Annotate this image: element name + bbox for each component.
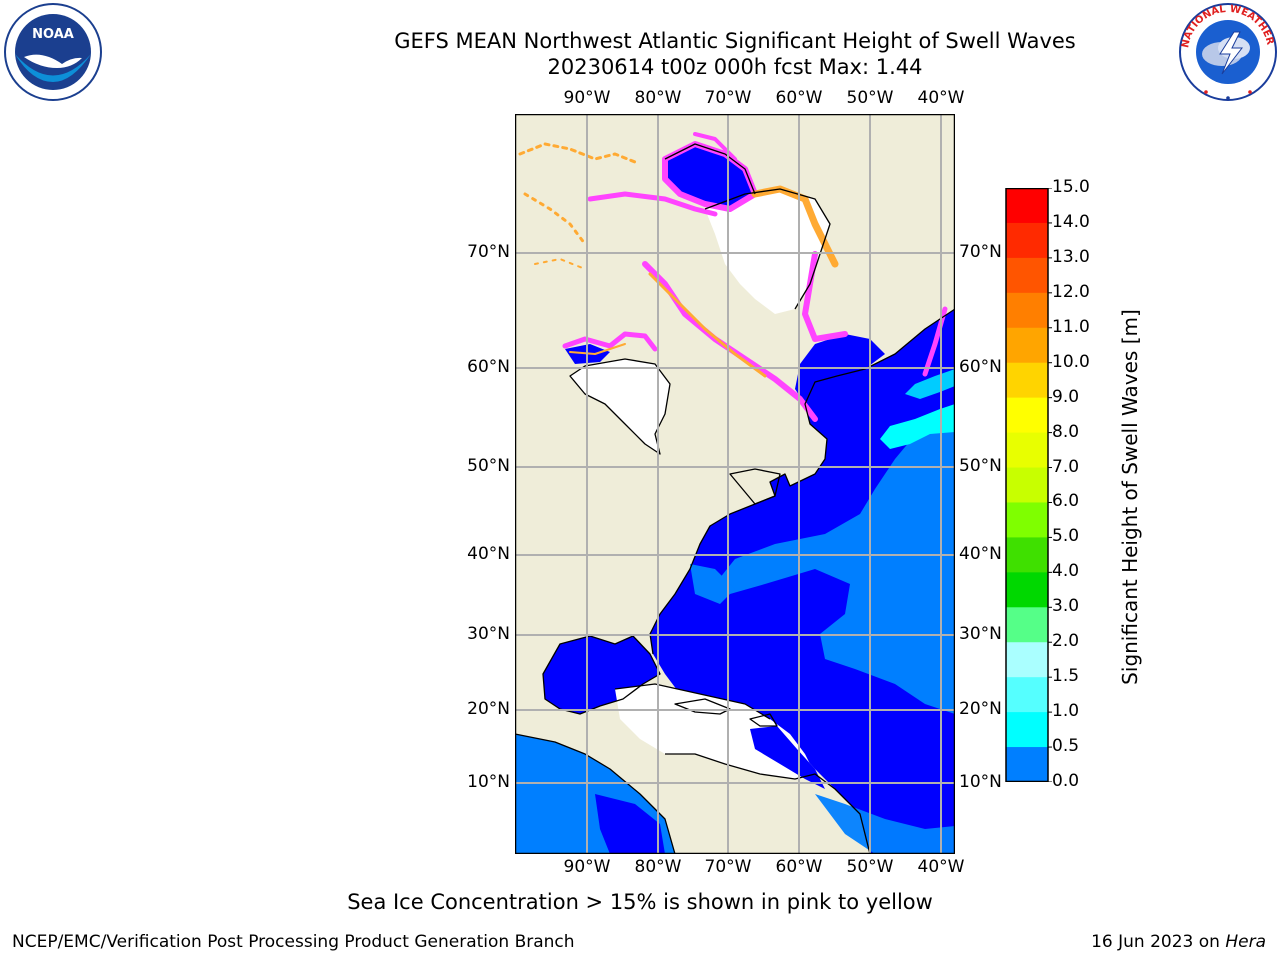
lat-label-left-30n: 30°N xyxy=(467,624,510,644)
colorbar-tick-label: 4.0 xyxy=(1052,561,1080,582)
noaa-logo-text: NOAA xyxy=(32,27,74,42)
sea-ice-note: Sea Ice Concentration > 15% is shown in … xyxy=(347,890,933,914)
colorbar-tick-label: 11.0 xyxy=(1052,316,1090,337)
colorbar-segment-16 xyxy=(1006,747,1048,782)
lat-label-left-60n: 60°N xyxy=(467,357,510,377)
colorbar-segment-4 xyxy=(1006,327,1048,364)
footer-date: 16 Jun 2023 on xyxy=(1091,932,1226,952)
colorbar-tick-label: 3.0 xyxy=(1052,596,1080,617)
colorbar-segment-0 xyxy=(1006,188,1048,224)
lat-label-right-10n: 10°N xyxy=(959,772,1002,792)
lon-label-bottom-40w: 40°W xyxy=(917,857,965,877)
lon-label-bottom-60w: 60°W xyxy=(775,857,823,877)
footer-branch: NCEP/EMC/Verification Post Processing Pr… xyxy=(12,932,575,952)
noaa-logo: NOAA xyxy=(4,3,102,101)
colorbar-tick-label: 12.0 xyxy=(1052,281,1090,302)
lat-label-right-30n: 30°N xyxy=(959,624,1002,644)
colorbar-tick-label: 2.0 xyxy=(1052,631,1080,652)
lon-label-top-80w: 80°W xyxy=(634,88,682,108)
lat-label-right-60n: 60°N xyxy=(959,357,1002,377)
colorbar-segment-3 xyxy=(1006,292,1048,329)
colorbar-segment-6 xyxy=(1006,397,1048,434)
lat-label-right-40n: 40°N xyxy=(959,544,1002,564)
colorbar-segment-10 xyxy=(1006,537,1048,573)
colorbar-frame xyxy=(1005,188,1049,782)
colorbar-tick-label: 10.0 xyxy=(1052,351,1090,372)
lon-label-top-50w: 50°W xyxy=(846,88,894,108)
swell-zone-mid xyxy=(715,414,955,714)
lat-label-left-70n: 70°N xyxy=(467,242,510,262)
chart-title: GEFS MEAN Northwest Atlantic Significant… xyxy=(394,29,1076,53)
colorbar-segment-7 xyxy=(1006,432,1048,469)
colorbar-segment-2 xyxy=(1006,257,1048,294)
colorbar-tick-label: 1.0 xyxy=(1052,701,1080,722)
chart-subtitle: 20230614 t00z 000h fcst Max: 1.44 xyxy=(547,55,923,79)
lon-label-bottom-50w: 50°W xyxy=(846,857,894,877)
colorbar-tick-label: 5.0 xyxy=(1052,526,1080,547)
colorbar-segment-12 xyxy=(1006,607,1048,643)
colorbar-tick-label: 6.0 xyxy=(1052,491,1080,512)
footer-date-host: 16 Jun 2023 on Hera xyxy=(1091,932,1266,952)
map-plot xyxy=(515,114,955,854)
colorbar-segment-1 xyxy=(1006,222,1048,259)
colorbar-segment-13 xyxy=(1006,642,1048,678)
lat-label-left-50n: 50°N xyxy=(467,456,510,476)
colorbar-tick-label: 0.5 xyxy=(1052,736,1080,757)
lon-label-top-90w: 90°W xyxy=(563,88,611,108)
colorbar-segment-5 xyxy=(1006,362,1048,399)
lat-label-left-10n: 10°N xyxy=(467,772,510,792)
lat-label-left-40n: 40°N xyxy=(467,544,510,564)
colorbar-tick-label: 14.0 xyxy=(1052,211,1090,232)
colorbar-segment-9 xyxy=(1006,502,1048,538)
lon-label-top-70w: 70°W xyxy=(704,88,752,108)
lon-label-top-40w: 40°W xyxy=(917,88,965,108)
map-frame xyxy=(515,114,955,854)
lon-label-top-60w: 60°W xyxy=(775,88,823,108)
ocean-atlantic xyxy=(650,309,955,854)
graticule xyxy=(515,114,955,854)
colorbar-tick-label: 1.5 xyxy=(1052,666,1080,687)
colorbar-tick-label: 9.0 xyxy=(1052,386,1080,407)
lon-label-bottom-70w: 70°W xyxy=(704,857,752,877)
colorbar-segment-15 xyxy=(1006,712,1048,748)
colorbar xyxy=(1005,188,1052,782)
colorbar-segment-8 xyxy=(1006,467,1048,503)
colorbar-tick-label: 15.0 xyxy=(1052,177,1090,197)
colorbar-tick-label: 13.0 xyxy=(1052,246,1090,267)
lat-label-left-20n: 20°N xyxy=(467,699,510,719)
lat-label-right-20n: 20°N xyxy=(959,699,1002,719)
lon-label-bottom-90w: 90°W xyxy=(563,857,611,877)
hudson-bay xyxy=(570,359,670,454)
colorbar-tick-label: 8.0 xyxy=(1052,421,1080,442)
ocean-gulf-of-mexico xyxy=(543,636,660,714)
colorbar-segment-11 xyxy=(1006,572,1048,608)
footer-host: Hera xyxy=(1225,932,1266,952)
swell-zone-high xyxy=(880,404,955,449)
ocean-caribbean xyxy=(615,684,815,779)
colorbar-label: Significant Height of Swell Waves [m] xyxy=(1118,309,1142,685)
colorbar-segment-14 xyxy=(1006,677,1048,713)
nws-logo: NATIONAL WEATHER SERVICE xyxy=(1176,2,1277,101)
lon-label-bottom-80w: 80°W xyxy=(634,857,682,877)
lat-label-right-50n: 50°N xyxy=(959,456,1002,476)
lat-label-right-70n: 70°N xyxy=(959,242,1002,262)
colorbar-tick-label: 0.0 xyxy=(1052,771,1080,791)
colorbar-tick-label: 7.0 xyxy=(1052,456,1080,477)
